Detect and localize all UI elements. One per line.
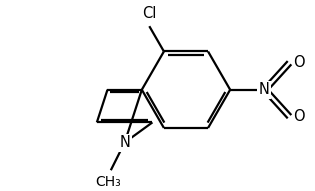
Text: O: O [293,109,305,124]
Text: N: N [259,82,270,97]
Text: CH₃: CH₃ [95,175,121,189]
Text: Cl: Cl [142,6,157,21]
Text: N: N [119,135,130,150]
Text: O: O [293,55,305,70]
